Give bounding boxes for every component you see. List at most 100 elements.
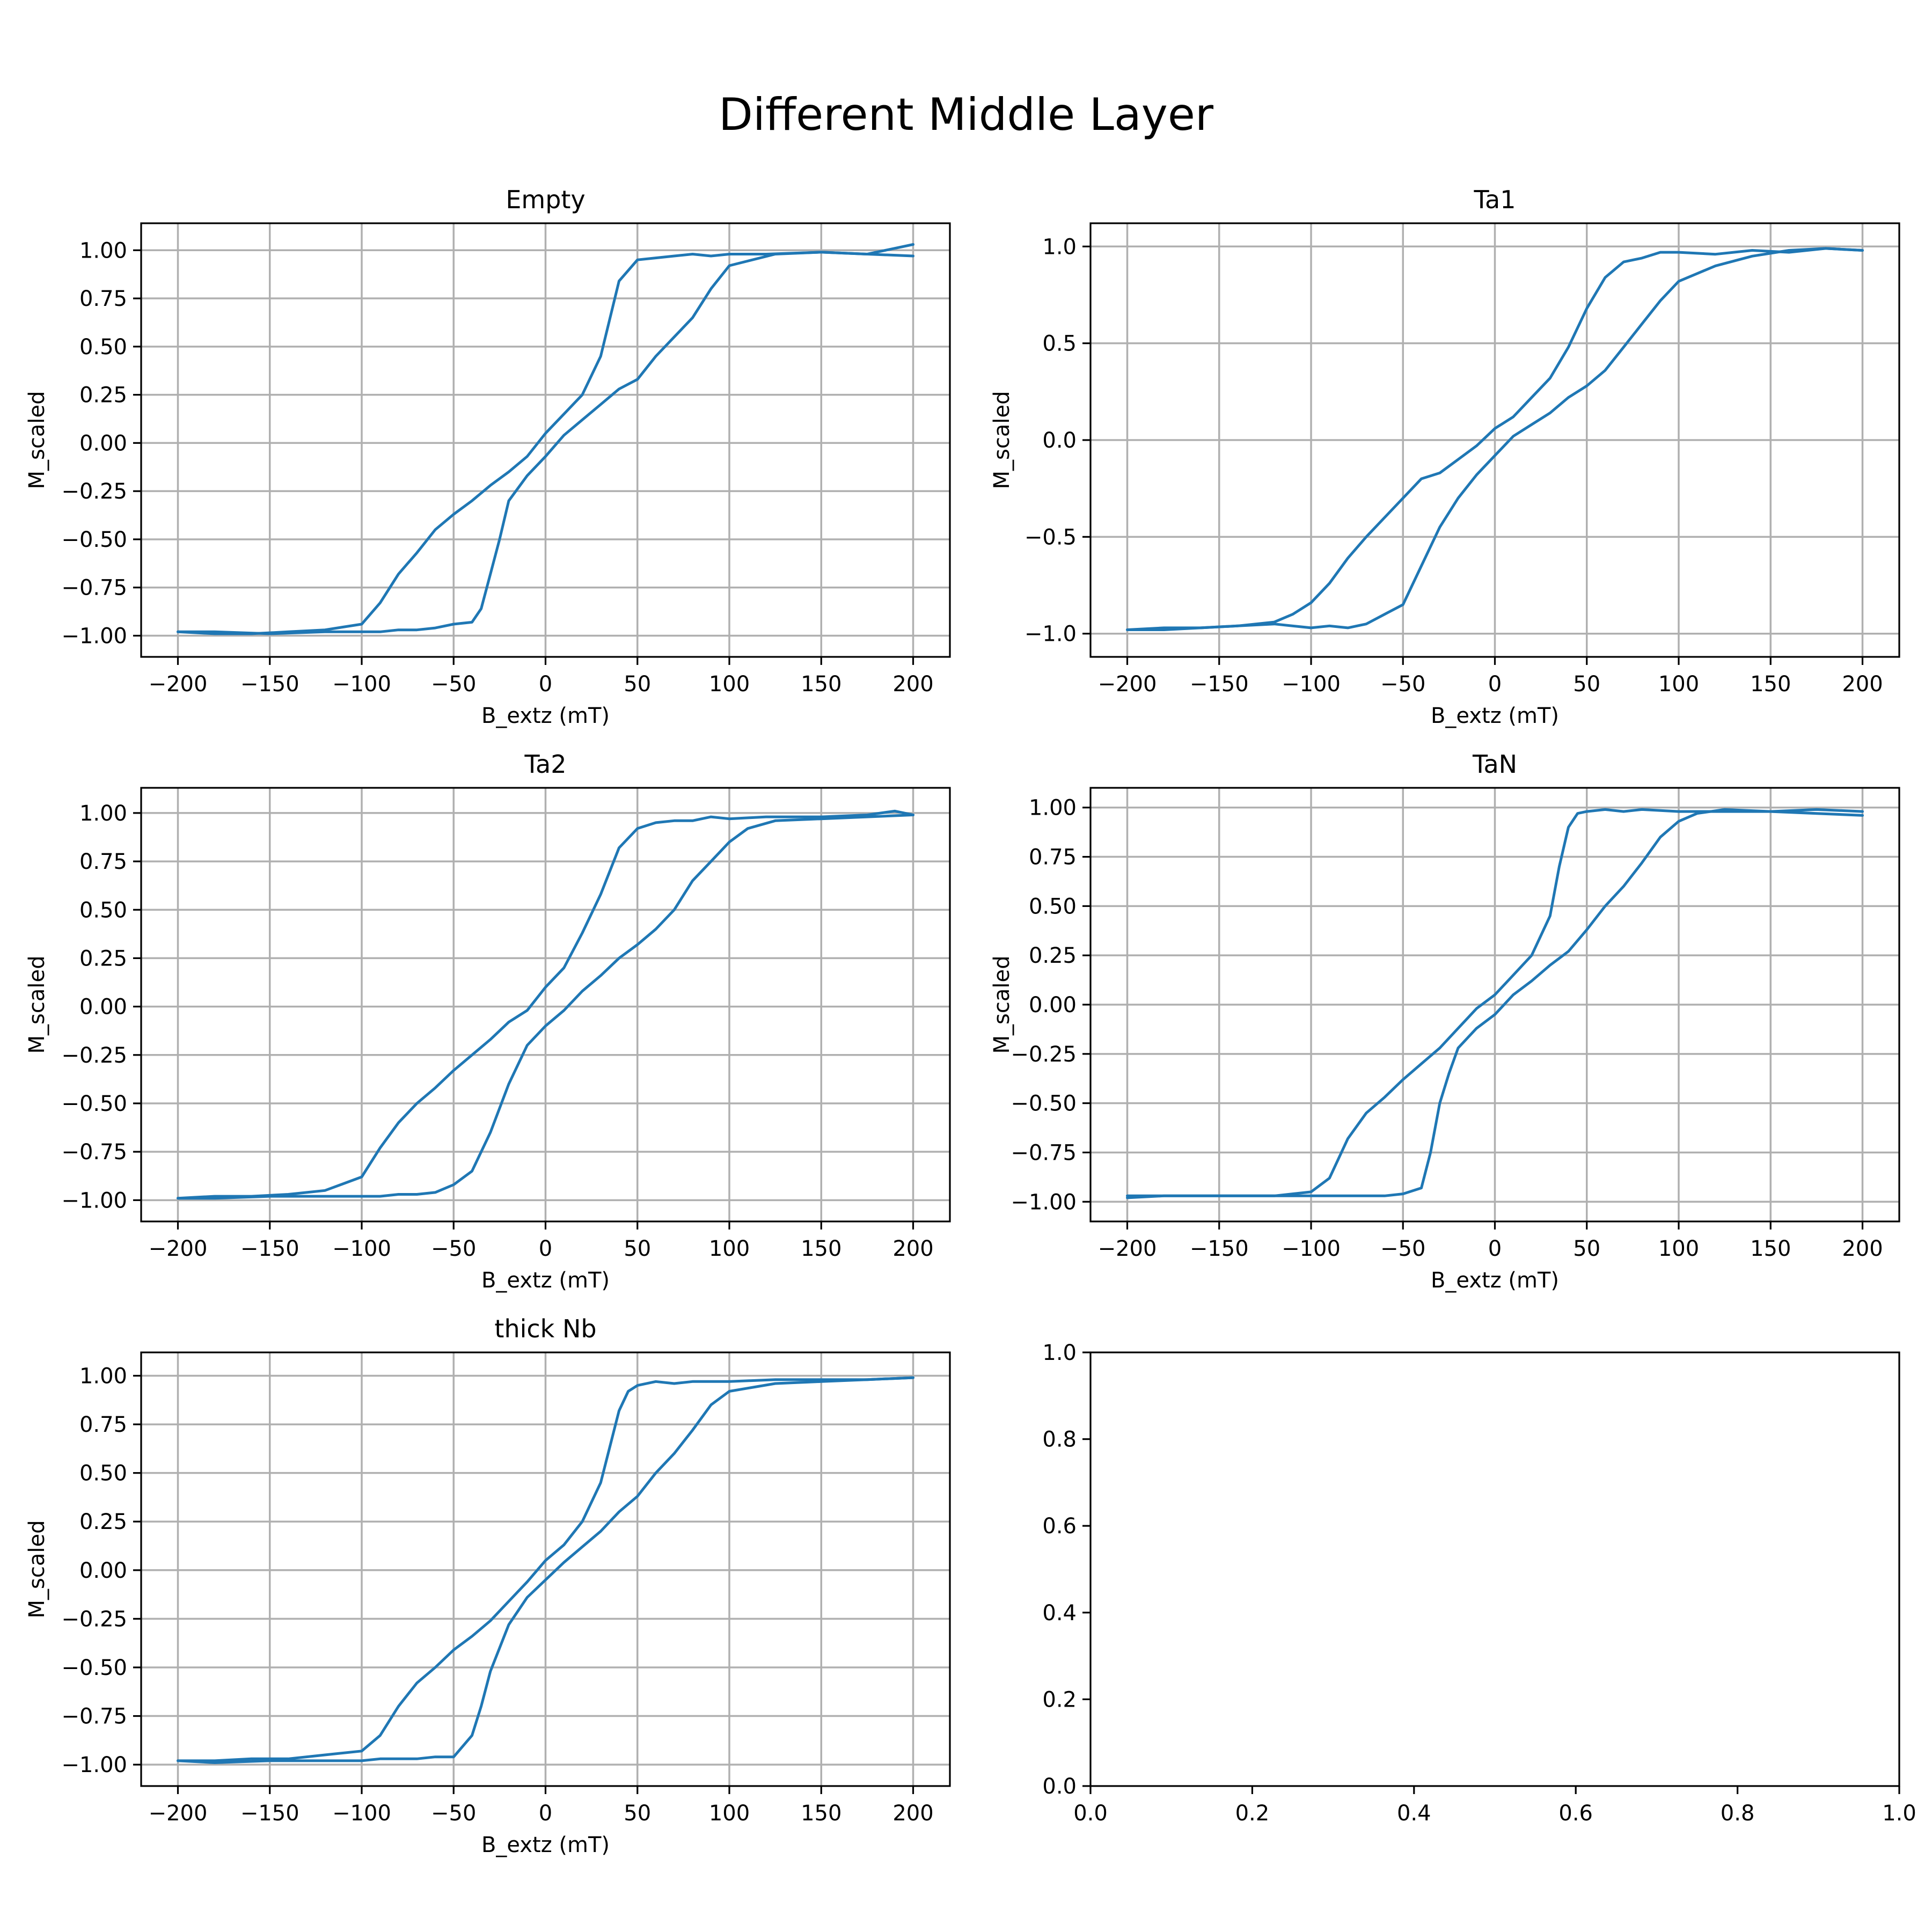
x-tick-label: 100 (709, 1236, 750, 1261)
y-tick-label: 0.25 (1029, 943, 1077, 968)
y-tick-label: −1.00 (61, 624, 127, 648)
x-tick-label: −200 (149, 1236, 208, 1261)
y-tick-label: 0.2 (1042, 1687, 1077, 1712)
x-tick-label: 100 (1658, 1236, 1699, 1261)
subplot-1: −200 −150 −100 −50 0 50 100 150 200 1.00 0.75 0.50 0… (25, 185, 951, 728)
y-tick-label: −0.50 (61, 1092, 127, 1116)
y-axis-label: M_scaled (25, 956, 49, 1054)
y-tick-label: 0.75 (79, 287, 127, 311)
x-tick-label: −200 (1098, 672, 1157, 697)
y-tick-label: 0.6 (1042, 1514, 1077, 1539)
x-tick-label: −50 (431, 1801, 476, 1826)
x-tick-label: 100 (1658, 672, 1699, 697)
x-axis-label: B_extz (mT) (481, 704, 610, 728)
x-tick-label: 0.6 (1558, 1801, 1593, 1826)
x-tick-label: 200 (892, 672, 933, 697)
series-line-2 (1126, 247, 1864, 631)
series-line-1 (177, 1376, 914, 1762)
y-tick-label: −0.50 (61, 528, 127, 552)
y-tick-label: 1.0 (1042, 1341, 1077, 1365)
y-tick-label: −0.50 (1011, 1092, 1077, 1116)
x-tick-label: 0.0 (1073, 1801, 1108, 1826)
x-tick-label: −150 (240, 672, 299, 697)
subplot-6: 0.0 0.2 0.4 0.6 0.8 1.0 0.0 0.2 0.4 0.6 0.8 1.0 (1042, 1341, 1916, 1826)
y-tick-label: 1.00 (79, 1364, 127, 1388)
subplot-4: −200 −150 −100 −50 0 50 100 150 200 1.00 0.75 0.50 0… (990, 750, 1900, 1293)
x-tick-label: 150 (1750, 1236, 1791, 1261)
y-tick-label: −0.75 (61, 576, 127, 601)
x-tick-label: 0 (539, 672, 552, 697)
y-axis-label: M_scaled (990, 391, 1014, 489)
x-tick-label: 50 (624, 1236, 651, 1261)
y-tick-label: 0.50 (79, 335, 127, 360)
subplot-title: Ta1 (1474, 185, 1516, 214)
y-tick-label: −0.25 (61, 479, 127, 504)
x-axis-label: B_extz (mT) (1431, 1268, 1559, 1293)
x-tick-label: 50 (1573, 672, 1600, 697)
x-tick-label: −50 (1380, 1236, 1425, 1261)
x-tick-label: −200 (149, 1801, 208, 1826)
x-tick-label: 0.4 (1397, 1801, 1431, 1826)
y-tick-label: 1.0 (1042, 235, 1077, 259)
x-tick-label: −100 (332, 672, 391, 697)
x-tick-label: −150 (1190, 672, 1249, 697)
y-tick-label: 0.75 (1029, 845, 1077, 870)
y-tick-label: −1.00 (61, 1188, 127, 1213)
x-axis-label: B_extz (mT) (481, 1268, 610, 1293)
x-axis-label: B_extz (mT) (481, 1833, 610, 1857)
subplot-2: −200 −150 −100 −50 0 50 100 150 200 1.0 0.5 0.0 −0.5… (990, 185, 1900, 728)
x-tick-label: −100 (332, 1801, 391, 1826)
series-line-2 (177, 814, 914, 1200)
y-tick-label: 0.00 (1029, 993, 1077, 1018)
x-tick-label: 150 (1750, 672, 1791, 697)
y-axis-label: M_scaled (25, 391, 49, 489)
x-tick-label: −50 (431, 672, 476, 697)
y-tick-label: 0.50 (1029, 894, 1077, 919)
subplot-title: thick Nb (494, 1314, 596, 1343)
x-tick-label: −150 (240, 1236, 299, 1261)
y-tick-label: 0.25 (79, 946, 127, 971)
x-tick-label: 200 (892, 1236, 933, 1261)
x-tick-label: 100 (709, 1801, 750, 1826)
y-tick-label: 1.00 (79, 238, 127, 263)
x-tick-label: −100 (1282, 1236, 1341, 1261)
y-tick-label: −0.75 (1011, 1140, 1077, 1165)
x-tick-label: 0 (539, 1801, 552, 1826)
x-tick-label: −200 (149, 672, 208, 697)
series-line-1 (1126, 247, 1864, 631)
y-tick-label: −1.00 (61, 1753, 127, 1777)
x-tick-label: 0 (1488, 1236, 1502, 1261)
subplot-title: Empty (506, 185, 585, 214)
x-tick-label: −150 (1190, 1236, 1249, 1261)
y-tick-label: −0.25 (61, 1043, 127, 1068)
x-tick-label: 0.8 (1721, 1801, 1755, 1826)
subplot-5: −200 −150 −100 −50 0 50 100 150 200 1.00 0.75 0.50 0… (25, 1314, 951, 1857)
series-line-1 (177, 243, 914, 635)
x-tick-label: −100 (332, 1236, 391, 1261)
y-tick-label: 0.0 (1042, 428, 1077, 453)
series-line-2 (177, 1376, 914, 1764)
y-tick-label: 0.00 (79, 1558, 127, 1583)
y-tick-label: −0.25 (1011, 1042, 1077, 1067)
y-axis-label: M_scaled (25, 1520, 49, 1619)
y-tick-label: 0.75 (79, 850, 127, 874)
series-line-1 (177, 809, 914, 1200)
x-axis-label: B_extz (mT) (1431, 704, 1559, 728)
y-tick-label: −1.0 (1024, 622, 1077, 647)
y-tick-label: 1.00 (79, 801, 127, 826)
x-tick-label: −100 (1282, 672, 1341, 697)
x-tick-label: −50 (431, 1236, 476, 1261)
y-tick-label: 0.00 (79, 995, 127, 1020)
x-tick-label: 1.0 (1882, 1801, 1916, 1826)
x-tick-label: 200 (1842, 1236, 1883, 1261)
x-tick-label: 200 (1842, 672, 1883, 697)
y-tick-label: 0.75 (79, 1413, 127, 1437)
x-tick-label: 50 (624, 672, 651, 697)
y-tick-label: −1.00 (1011, 1190, 1077, 1214)
series-line-1 (1126, 808, 1864, 1199)
y-tick-label: 0.25 (79, 1510, 127, 1534)
y-tick-label: 0.25 (79, 383, 127, 408)
figure-suptitle: Different Middle Layer (719, 89, 1214, 141)
x-tick-label: 100 (709, 672, 750, 697)
